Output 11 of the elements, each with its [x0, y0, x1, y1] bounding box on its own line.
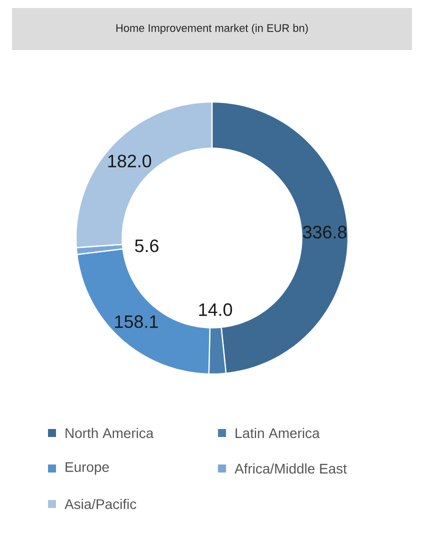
data-label: 336.8 [302, 226, 346, 239]
chart-title: Home Improvement market (in EUR bn) [116, 24, 308, 34]
legend-label: Africa/Middle East [234, 463, 347, 474]
data-label: 182.0 [108, 154, 152, 168]
legend-label: Europe [66, 462, 109, 475]
legend-label: Asia/Pacific [64, 498, 136, 510]
legend-label: Latin America [236, 428, 320, 438]
legend-label: North America [66, 428, 154, 438]
data-label: 158.1 [115, 315, 158, 328]
data-label: 5.6 [135, 239, 158, 252]
data-label: 14.0 [199, 303, 232, 316]
